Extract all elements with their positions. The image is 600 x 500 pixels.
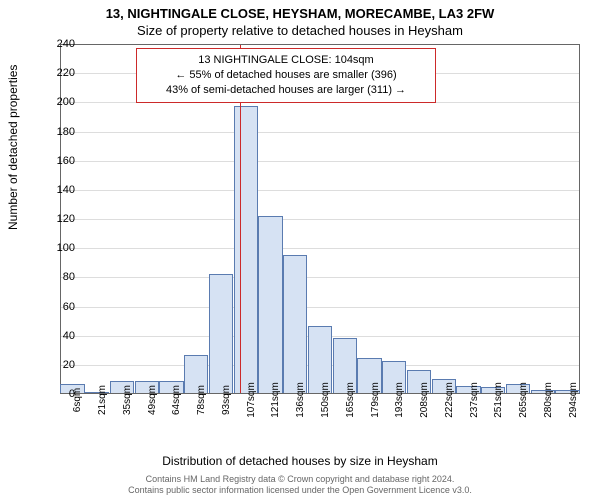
histogram-bar (258, 216, 282, 393)
ytick-label: 80 (35, 271, 75, 283)
ytick-label: 200 (35, 96, 75, 108)
xtick-label: 193sqm (394, 382, 405, 418)
xtick-label: 78sqm (196, 385, 207, 415)
ytick-label: 160 (35, 155, 75, 167)
xtick-label: 136sqm (295, 382, 306, 418)
xtick-label: 121sqm (270, 382, 281, 418)
xtick-label: 35sqm (122, 385, 133, 415)
histogram-bar (209, 274, 233, 393)
xtick-label: 208sqm (419, 382, 430, 418)
gridline (61, 161, 579, 162)
ytick-label: 100 (35, 242, 75, 254)
gridline (61, 219, 579, 220)
xtick-label: 21sqm (97, 385, 108, 415)
xtick-label: 107sqm (246, 382, 257, 418)
ytick-label: 220 (35, 67, 75, 79)
x-axis-label: Distribution of detached houses by size … (0, 454, 600, 468)
ytick-label: 40 (35, 330, 75, 342)
ytick-label: 0 (35, 388, 75, 400)
gridline (61, 277, 579, 278)
chart-subtitle: Size of property relative to detached ho… (0, 23, 600, 38)
ytick-label: 240 (35, 38, 75, 50)
xtick-label: 265sqm (518, 382, 529, 418)
ytick-label: 20 (35, 359, 75, 371)
xtick-label: 49sqm (147, 385, 158, 415)
ytick-label: 120 (35, 213, 75, 225)
annotation-line-3: 43% of semi-detached houses are larger (… (145, 83, 427, 98)
plot-area: 13 NIGHTINGALE CLOSE: 104sqm← 55% of det… (60, 44, 580, 394)
gridline (61, 190, 579, 191)
footer-line-1: Contains HM Land Registry data © Crown c… (0, 474, 600, 485)
chart-title: 13, NIGHTINGALE CLOSE, HEYSHAM, MORECAMB… (0, 6, 600, 21)
annotation-box: 13 NIGHTINGALE CLOSE: 104sqm← 55% of det… (136, 48, 436, 103)
xtick-label: 294sqm (568, 382, 579, 418)
xtick-label: 165sqm (345, 382, 356, 418)
xtick-label: 179sqm (370, 382, 381, 418)
xtick-label: 222sqm (444, 382, 455, 418)
gridline (61, 132, 579, 133)
xtick-label: 280sqm (543, 382, 554, 418)
histogram-bar (283, 255, 307, 393)
ytick-label: 140 (35, 184, 75, 196)
gridline (61, 248, 579, 249)
histogram-bar (234, 106, 258, 393)
annotation-line-2: ← 55% of detached houses are smaller (39… (145, 68, 427, 83)
xtick-label: 150sqm (320, 382, 331, 418)
footer-line-2: Contains public sector information licen… (0, 485, 600, 496)
xtick-label: 64sqm (171, 385, 182, 415)
footer-text: Contains HM Land Registry data © Crown c… (0, 474, 600, 496)
xtick-label: 251sqm (493, 382, 504, 418)
xtick-label: 93sqm (221, 385, 232, 415)
ytick-label: 60 (35, 301, 75, 313)
gridline (61, 307, 579, 308)
y-axis-label: Number of detached properties (6, 65, 20, 230)
annotation-line-1: 13 NIGHTINGALE CLOSE: 104sqm (145, 53, 427, 68)
ytick-label: 180 (35, 126, 75, 138)
xtick-label: 237sqm (469, 382, 480, 418)
